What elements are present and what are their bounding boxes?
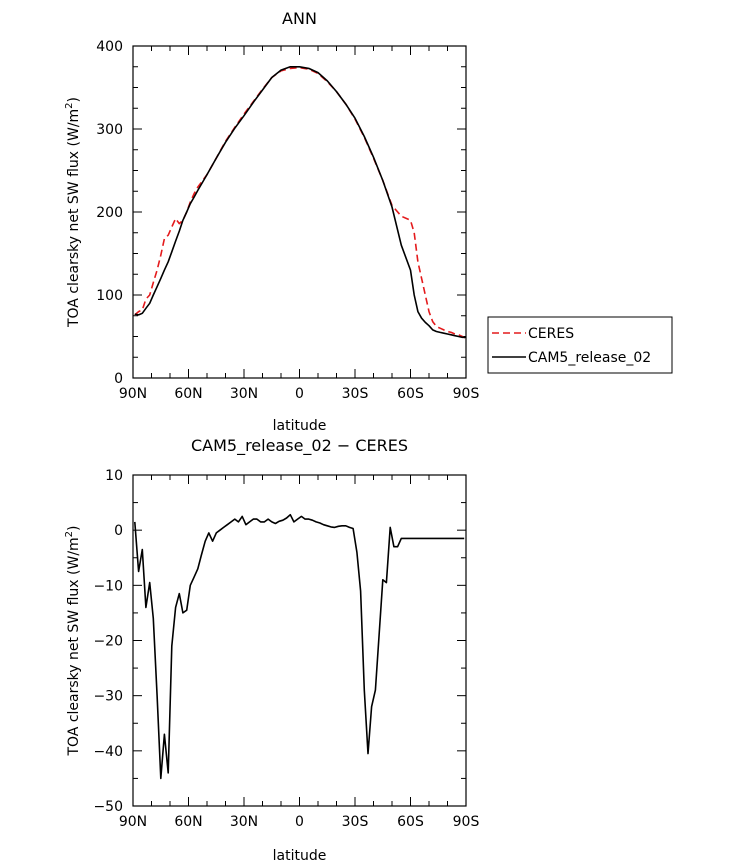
legend-box [487,316,673,374]
legend: CERES CAM5_release_02 [487,316,673,374]
y-axis-label-sup: 2 [64,531,75,537]
x-tick-label: 30S [342,814,369,830]
y-tick-label: −50 [93,799,123,815]
y-tick-label: 10 [105,468,123,484]
plot-frame [132,474,467,807]
series-line-cam5-release-02 [134,66,466,339]
y-axis-label-end: ) [66,97,82,102]
x-tick-label: 60S [397,814,424,830]
x-tick-label: 60N [174,386,202,402]
x-tick-label: 30S [342,386,369,402]
x-tick-label: 90N [119,814,147,830]
x-tick-label: 60S [397,386,424,402]
y-tick-label: 400 [96,39,123,55]
series-line-cam5-release-02-ceres [134,513,465,780]
y-tick-label: −10 [93,578,123,594]
y-tick-label: −20 [93,634,123,650]
y-tick-label: −30 [93,689,123,705]
legend-label: CAM5_release_02 [528,350,651,366]
x-axis-label: latitude [273,848,327,864]
y-axis-label-sup: 2 [64,102,75,108]
x-tick-label: 0 [295,814,304,830]
x-axis-label: latitude [273,418,327,434]
chart-title: CAM5_release_02 − CERES [191,436,408,456]
x-tick-label: 90S [453,814,480,830]
y-axis-label-main: TOA clearsky net SW flux (W/m [66,537,82,756]
y-axis-label: TOA clearsky net SW flux (W/m2) [64,97,82,328]
x-tick-label: 60N [174,814,202,830]
chart-2: CAM5_release_02 − CERES 90N 60N 30N 0 30S 60S 9… [64,436,479,864]
y-tick-label: −40 [93,744,123,760]
plot-frame [132,45,467,379]
y-axis-label: TOA clearsky net SW flux (W/m2) [64,525,82,756]
chart-title: ANN [282,9,317,28]
x-tick-label: 30N [230,386,258,402]
y-tick-label: 200 [96,205,123,221]
y-tick-label: 0 [114,523,123,539]
y-axis-label-end: ) [66,525,82,530]
series-line-ceres [134,66,467,339]
x-tick-label: 0 [295,386,304,402]
y-tick-label: 100 [96,288,123,304]
y-tick-label: 0 [114,371,123,387]
y-axis-label-main: TOA clearsky net SW flux (W/m [66,109,82,328]
x-tick-label: 90S [453,386,480,402]
chart-1: ANN 90N 60N 30N 0 30S 60S 90S 0 100 200 300 400 latit… [64,9,673,434]
x-tick-label: 30N [230,814,258,830]
x-tick-label: 90N [119,386,147,402]
y-tick-label: 300 [96,122,123,138]
legend-label: CERES [528,326,574,342]
